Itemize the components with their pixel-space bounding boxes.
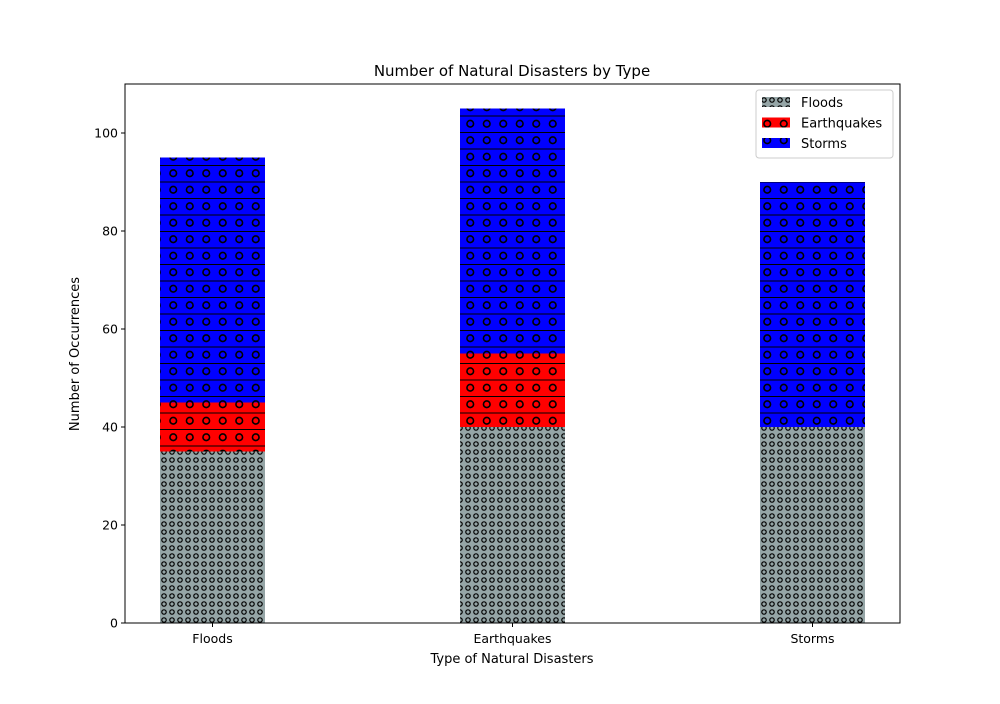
x-axis: Floods Earthquakes Storms [192,623,835,646]
x-tick-label-floods: Floods [192,631,232,646]
bar-earthquakes-storms-hatch [460,108,565,354]
legend-frame [755,89,894,159]
x-axis-label: Type of Natural Disasters [429,652,593,667]
bar-earthquakes-floods-hatch [460,427,565,623]
y-tick-label-40: 40 [102,420,118,435]
bar-floods-storms-hatch [160,157,265,403]
legend-label-storms: Storms [801,137,847,152]
y-axis-label: Number of Occurrences [68,277,83,431]
y-tick-label-20: 20 [102,518,118,533]
x-tick-label-storms: Storms [790,631,834,646]
y-tick-label-0: 0 [110,616,118,631]
legend-swatch-hatch-storms [762,138,790,148]
y-axis: 0 20 40 60 80 100 [94,126,125,631]
bar-storms-storms-hatch [760,182,865,427]
y-tick-label-60: 60 [102,322,118,337]
legend-label-floods: Floods [801,96,843,111]
bar-storms-floods-hatch [760,427,865,623]
bar-floods-earthquakes-hatch [160,402,265,452]
y-tick-label-80: 80 [102,224,118,239]
bar-earthquakes-earthquakes-hatch [460,353,565,427]
legend-label-earthquakes: Earthquakes [801,117,882,132]
legend-swatch-hatch-earthquakes [762,117,790,128]
legend-swatch-hatch-floods [762,97,790,107]
bar-floods-floods-hatch [160,451,265,623]
legend: Floods Earthquakes Storms [755,89,894,159]
chart-title: Number of Natural Disasters by Type [374,62,650,80]
legend-items: Floods Earthquakes Storms [762,96,882,152]
x-tick-label-earthquakes: Earthquakes [473,631,551,646]
y-tick-label-100: 100 [94,126,118,141]
bars-layer [160,108,865,623]
